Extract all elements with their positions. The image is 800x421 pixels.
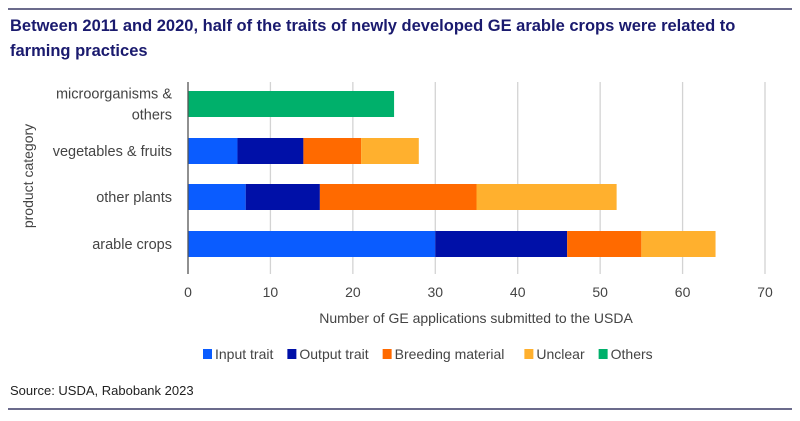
legend-swatch: [287, 349, 297, 359]
bar-segment-input-trait: [188, 231, 436, 257]
legend-label: Input trait: [215, 346, 273, 362]
source-note: Source: USDA, Rabobank 2023: [10, 383, 194, 398]
x-axis-label: Number of GE applications submitted to t…: [319, 310, 633, 326]
category-label: other plants: [96, 190, 172, 206]
bar-segment-breeding-material: [303, 138, 362, 164]
bottom-rule: [8, 408, 792, 410]
y-axis-label: product category: [20, 124, 36, 228]
x-tick-label: 20: [345, 284, 361, 300]
category-label: arable crops: [92, 237, 172, 253]
legend-label: Output trait: [299, 346, 368, 362]
bar-segment-output-trait: [435, 231, 568, 257]
legend-swatch: [382, 349, 392, 359]
x-tick-label: 40: [510, 284, 526, 300]
bar-segment-output-trait: [245, 184, 320, 210]
legend-swatch: [598, 349, 608, 359]
chart-title: Between 2011 and 2020, half of the trait…: [10, 17, 736, 60]
bar-segment-breeding-material: [319, 184, 477, 210]
bar-segment-input-trait: [188, 184, 246, 210]
bar-segment-unclear: [641, 231, 716, 257]
x-tick-label: 10: [263, 284, 279, 300]
category-label: others: [132, 108, 172, 124]
legend-label: Others: [611, 346, 653, 362]
x-tick-label: 0: [184, 284, 192, 300]
bar-segment-unclear: [476, 184, 617, 210]
bar-segment-input-trait: [188, 138, 238, 164]
legend-label: Unclear: [536, 346, 585, 362]
bar-segment-output-trait: [237, 138, 304, 164]
legend-swatch: [203, 349, 212, 359]
x-tick-label: 70: [757, 284, 773, 300]
legend-swatch: [524, 349, 534, 359]
x-tick-label: 60: [675, 284, 691, 300]
category-label: vegetables & fruits: [53, 144, 172, 160]
x-tick-label: 30: [427, 284, 443, 300]
bar-segment-breeding-material: [567, 231, 642, 257]
bar-segment-unclear: [361, 138, 419, 164]
category-label: microorganisms &: [56, 87, 172, 103]
x-tick-label: 50: [592, 284, 608, 300]
bar-segment-others: [188, 91, 395, 117]
legend-label: Breeding material: [395, 346, 505, 362]
top-rule: [8, 8, 792, 10]
